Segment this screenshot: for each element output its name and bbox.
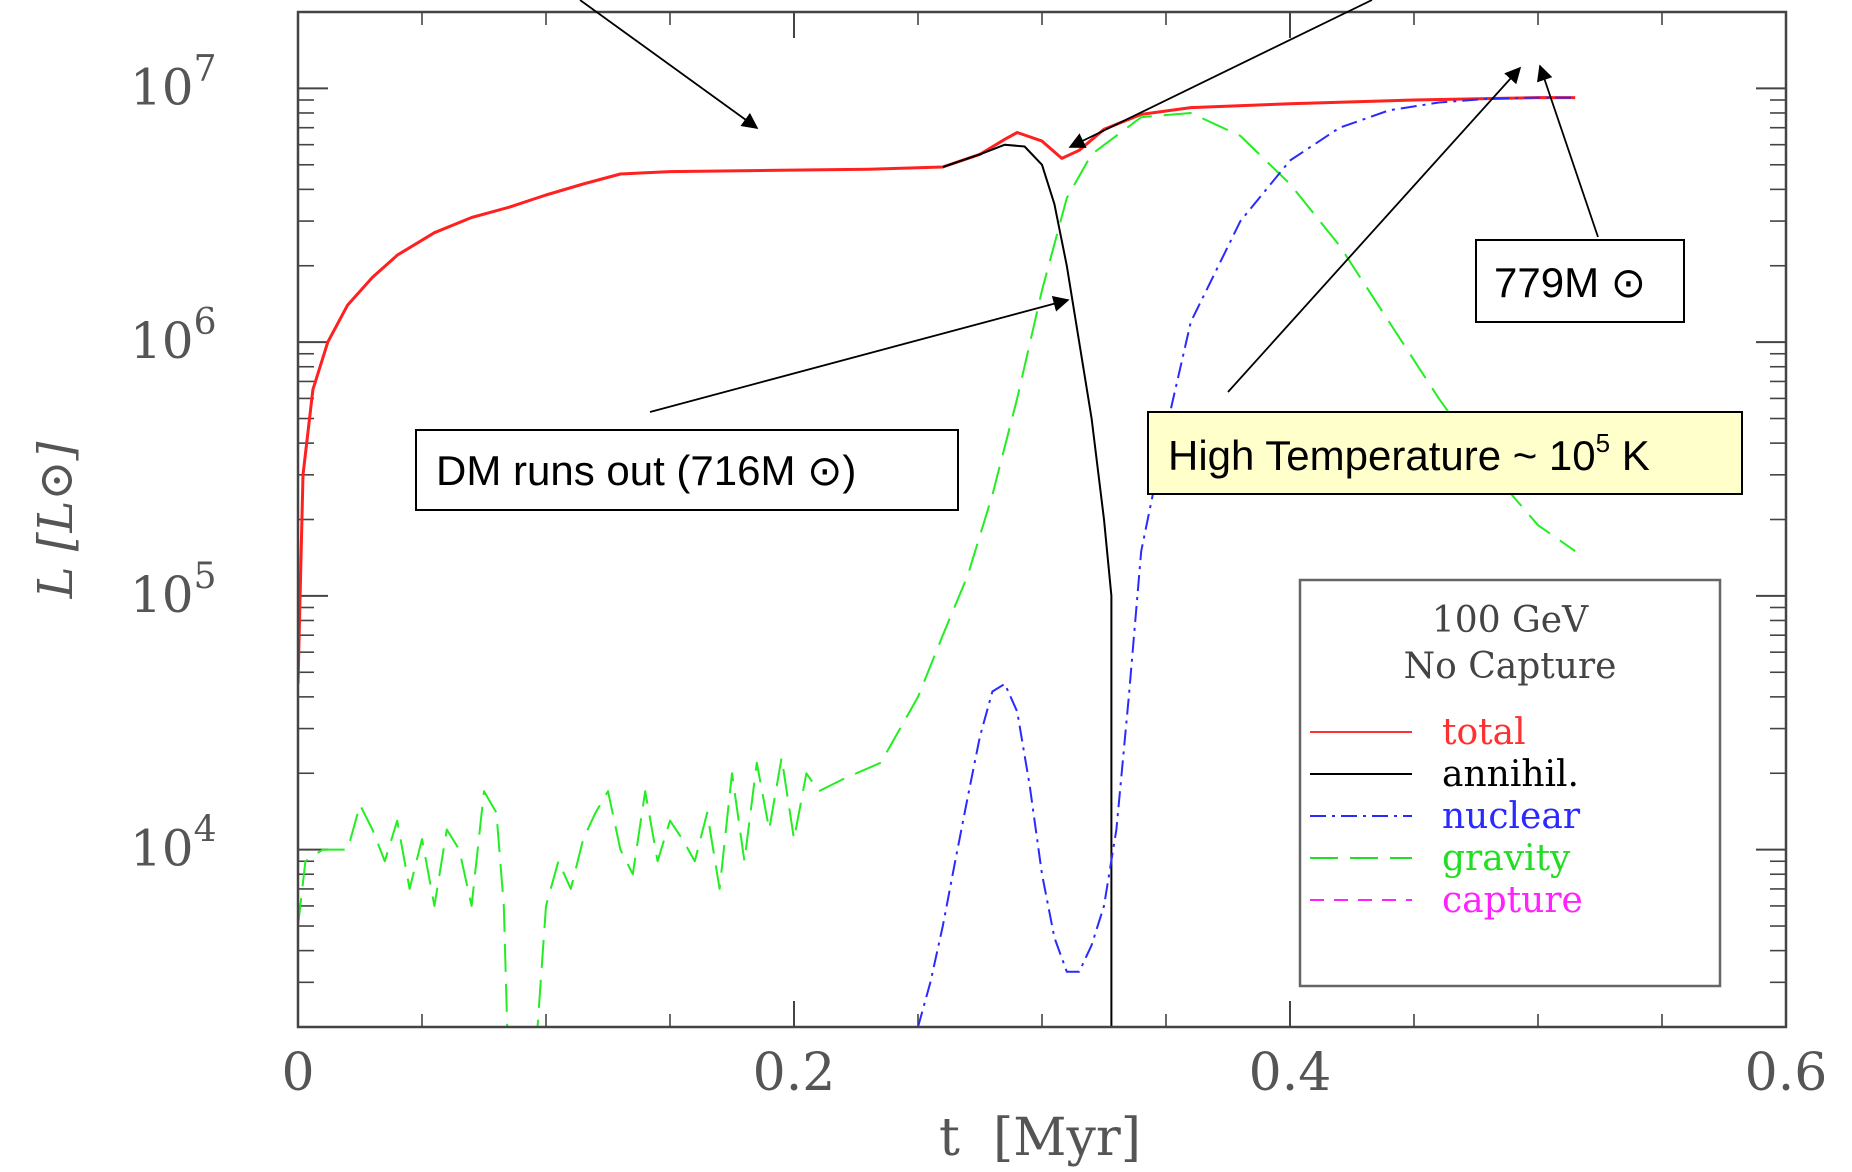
annotation-text: DM runs out (716M ⊙) [436, 447, 856, 494]
annotation-high-temperature: High Temperature ~ 105 K [1147, 66, 1743, 495]
annotation-text-main: High Temperature ~ 10 [1168, 432, 1596, 479]
y-tick-label: 107 [130, 48, 217, 116]
legend-label: capture [1442, 880, 1583, 921]
y-axis-label: L [L⊙] [28, 441, 84, 599]
legend-title-line-1: 100 GeV [1432, 600, 1589, 641]
y-tick-exponent: 7 [194, 48, 217, 89]
legend-title-line-2: No Capture [1404, 646, 1617, 687]
annotation-779m: 779M ⊙ [1475, 64, 1685, 323]
y-tick-exponent: 4 [194, 810, 217, 851]
annotation-text: 779M ⊙ [1494, 259, 1646, 306]
x-tick-label: 0 [281, 1043, 314, 1103]
legend-label: total [1442, 712, 1526, 753]
legend-box [1298, 578, 1722, 988]
series-annihil-line [942, 143, 1113, 1027]
y-tick-base: 10 [130, 820, 194, 878]
legend-label: nuclear [1442, 796, 1581, 837]
legend-label: annihil. [1442, 754, 1579, 795]
annotation-box [415, 429, 959, 511]
y-tick-base: 10 [130, 58, 194, 116]
annotation-dm-runs-out: DM runs out (716M ⊙) [415, 295, 1070, 511]
x-axis-label: t [Myr] [939, 1108, 1141, 1168]
series-gravity-line [298, 112, 1576, 1027]
annotation-arrow [1537, 64, 1599, 238]
legend-label: gravity [1442, 838, 1571, 879]
annotation-box [1147, 411, 1743, 495]
x-tick-label: 0.2 [753, 1043, 836, 1103]
y-tick-base: 10 [130, 566, 194, 624]
y-tick-label: 104 [130, 810, 217, 878]
plot-frame [296, 10, 1788, 1029]
y-tick-exponent: 5 [194, 556, 217, 597]
annotation-text-exponent: 5 [1596, 428, 1610, 458]
y-tick-label: 105 [130, 556, 217, 624]
top-left-pointer-arrow [579, 0, 759, 129]
series-total-line [298, 96, 1576, 684]
series-layer [298, 96, 1576, 1027]
annotation-box [1475, 239, 1685, 323]
annotation-arrow [649, 295, 1070, 413]
annotation-text-tail: K [1610, 432, 1650, 479]
y-tick-label: 106 [130, 302, 217, 370]
axis-ticks [297, 11, 1787, 1028]
annotation-text: High Temperature ~ 105 K [1168, 428, 1650, 479]
top-right-pointer-arrow [1068, 0, 1373, 148]
x-tick-labels: 0 0.2 0.4 0.6 [281, 1043, 1827, 1103]
y-tick-base: 10 [130, 312, 194, 370]
x-tick-label: 0.4 [1249, 1043, 1332, 1103]
series-nuclear-line [917, 96, 1576, 1027]
x-tick-label: 0.6 [1745, 1043, 1828, 1103]
y-tick-exponent: 6 [194, 302, 217, 343]
annotation-arrow [1227, 66, 1522, 393]
legend: 100 GeV No Capture totalannihil.nuclearg… [1298, 578, 1722, 988]
